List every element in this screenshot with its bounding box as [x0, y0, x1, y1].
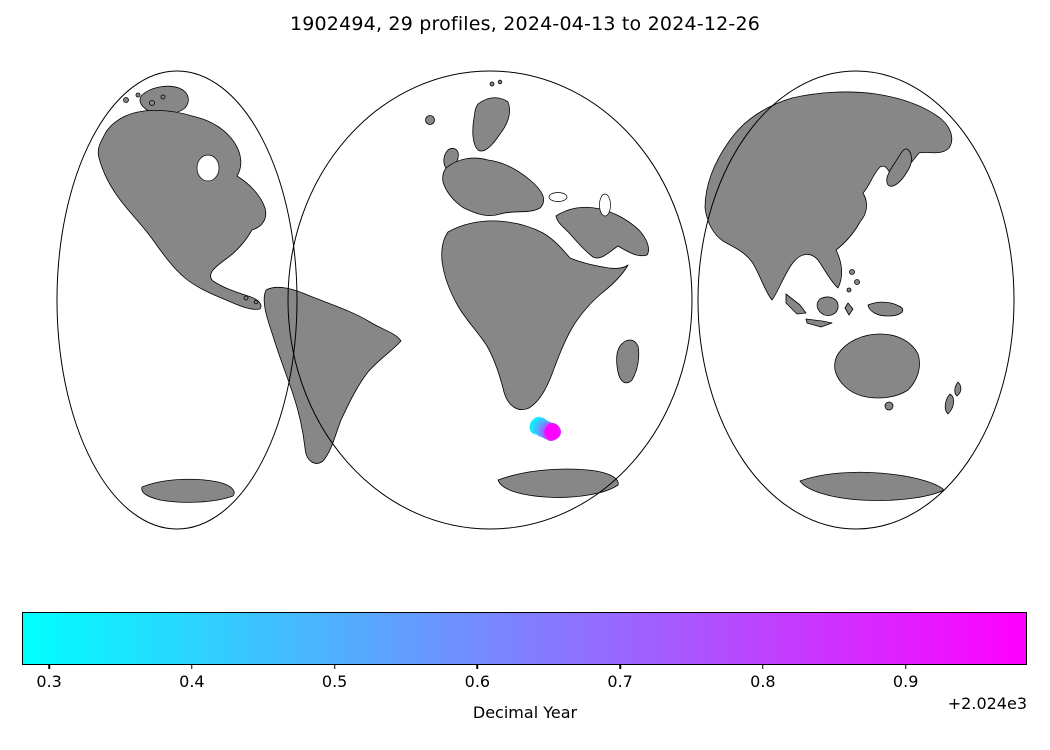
- scandinavia: [472, 97, 510, 152]
- figure-title: 1902494, 29 profiles, 2024-04-13 to 2024…: [289, 13, 761, 35]
- south-america: [263, 287, 402, 464]
- colorbar: [22, 612, 1027, 665]
- black-sea: [548, 192, 568, 202]
- japan: [886, 148, 912, 187]
- continents: [97, 79, 962, 503]
- caspian-sea: [599, 193, 611, 217]
- antarctica-left: [141, 478, 235, 503]
- antarctica-middle: [497, 468, 619, 498]
- borneo: [816, 296, 839, 316]
- svalbard: [489, 81, 495, 87]
- map-lobe-outline: [287, 70, 693, 530]
- new-zealand: [954, 381, 962, 397]
- map-lobe-outline: [697, 70, 1015, 530]
- colorbar-offset-text: +2.024e3: [947, 694, 1027, 713]
- caribbean-island: [253, 299, 259, 305]
- hudson-bay: [196, 154, 220, 182]
- profile-point: [544, 424, 559, 439]
- new-guinea: [867, 301, 904, 317]
- philippines: [849, 269, 855, 275]
- arctic-island: [149, 100, 155, 106]
- philippines: [846, 287, 852, 293]
- java: [805, 318, 833, 328]
- arctic-island: [160, 94, 166, 100]
- philippines: [854, 279, 860, 285]
- profile-points: [529, 417, 561, 441]
- asia: [704, 91, 953, 301]
- sumatra: [785, 293, 807, 315]
- new-zealand: [944, 393, 954, 415]
- arctic-island: [135, 92, 141, 98]
- tasmania: [884, 401, 894, 411]
- caribbean-island: [243, 295, 249, 301]
- iceland: [425, 115, 435, 125]
- colorbar-label: Decimal Year: [472, 703, 578, 722]
- north-america: [97, 109, 267, 310]
- sulawesi: [844, 302, 854, 316]
- madagascar: [616, 339, 640, 384]
- map-lobe-outlines: [56, 70, 1015, 530]
- africa: [441, 220, 629, 410]
- greenland: [139, 85, 189, 115]
- europe: [442, 157, 544, 216]
- australia: [834, 333, 920, 399]
- arctic-island: [123, 97, 129, 103]
- svalbard: [497, 79, 503, 85]
- map-lobe-outline: [56, 70, 298, 530]
